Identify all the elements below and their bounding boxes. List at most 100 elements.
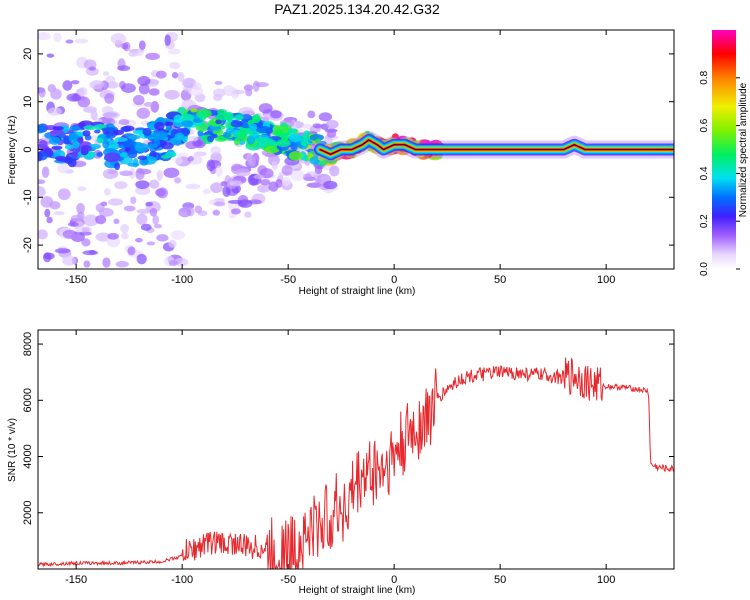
- spectrogram-blob: [174, 132, 185, 142]
- spectrogram-blob: [127, 150, 138, 159]
- spectrogram-blob: [44, 208, 51, 218]
- spectrogram-blob: [138, 83, 150, 95]
- spectrogram-blob: [167, 48, 181, 55]
- spectrogram-blob: [312, 123, 322, 129]
- spectrogram-blob: [170, 230, 186, 240]
- spectrogram-blob: [57, 162, 70, 174]
- spectrogram-blob: [142, 127, 152, 136]
- spectrogram-blob: [174, 156, 183, 165]
- spectrogram-blob: [81, 227, 90, 233]
- spectrogram-blob: [210, 146, 221, 155]
- spectrogram-y-ticks: -20 -10 0 10 20: [22, 48, 674, 253]
- spectrogram-blob: [255, 82, 269, 88]
- spectrogram-blob: [290, 142, 298, 152]
- spectrogram-blob: [202, 189, 211, 195]
- spectrogram-blob: [107, 232, 119, 240]
- spectrogram-blob: [234, 114, 244, 121]
- spectrogram-blob: [83, 260, 91, 268]
- spectrogram-blob: [130, 196, 137, 204]
- spectrogram-blob: [94, 129, 101, 134]
- spectrogram-blob: [125, 140, 137, 147]
- spectrogram-blob: [323, 180, 338, 190]
- spectrogram-blob: [38, 32, 51, 41]
- spectrogram-x-ticks: -150 -100 -50 0 50 100: [65, 30, 615, 286]
- spectrogram-blob: [135, 180, 150, 190]
- spectrogram-blob: [198, 111, 207, 121]
- spectrogram-blob: [81, 144, 92, 152]
- spectrogram-blob: [168, 260, 178, 267]
- spectrogram-blob: [229, 180, 243, 187]
- x-tick-label: 100: [597, 574, 615, 586]
- spectrogram-blob: [307, 110, 316, 119]
- y-tick-label: 6000: [22, 388, 34, 412]
- spectrogram-blob: [155, 70, 167, 79]
- spectrogram-blob: [314, 165, 323, 175]
- spectrogram-blob: [137, 75, 151, 86]
- colorbar-ticks: 0.0 0.2 0.4 0.6 0.8: [699, 70, 740, 276]
- spectrogram-blob: [173, 114, 184, 123]
- y-tick-label: 4000: [22, 444, 34, 468]
- spectrogram-blob: [108, 140, 118, 149]
- spectrogram-blob: [96, 137, 104, 144]
- spectrogram-blob: [152, 130, 168, 140]
- spectrogram-blob: [114, 162, 121, 171]
- spectrogram-blob: [43, 147, 52, 155]
- spectrogram-blob: [171, 72, 179, 79]
- spectrogram-blob: [120, 223, 130, 233]
- spectrogram-blob: [137, 155, 148, 161]
- spectrogram-blob: [62, 255, 76, 266]
- spectrogram-blob: [215, 119, 223, 125]
- spectrogram-blob: [101, 127, 116, 132]
- spectrogram-blob: [146, 241, 156, 246]
- spectrogram-blob: [145, 201, 153, 207]
- snr-series-line: [38, 357, 674, 569]
- spectrogram-blob: [287, 128, 298, 134]
- spectrogram-blob: [121, 83, 136, 93]
- spectrogram-heatmap: [38, 31, 674, 268]
- spectrogram-blob: [102, 112, 118, 118]
- x-tick-label: 0: [391, 574, 397, 586]
- spectrogram-blob: [260, 178, 271, 186]
- spectrogram-blob: [187, 156, 194, 162]
- spectrogram-blob: [147, 143, 158, 149]
- spectrogram-blob: [83, 214, 99, 227]
- spectrogram-blob: [114, 181, 128, 190]
- spectrogram-blob: [115, 260, 129, 268]
- x-tick-label: -150: [65, 574, 87, 586]
- spectrogram-blob: [220, 181, 228, 187]
- spectrogram-blob: [248, 123, 258, 132]
- spectrogram-blob: [69, 125, 83, 131]
- spectrogram-blob: [139, 158, 149, 166]
- spectrogram-blob: [118, 148, 127, 154]
- spectrogram-blob: [90, 110, 98, 121]
- snr-x-ticks: -150 -100 -50 0 50 100: [65, 330, 615, 586]
- spectrogram-blob: [164, 34, 171, 46]
- spectrogram-blob: [323, 158, 338, 164]
- spectrogram-blob: [290, 168, 305, 181]
- spectrogram-blob: [78, 87, 85, 97]
- spectrogram-blob: [255, 137, 271, 144]
- spectrogram-blob: [182, 77, 197, 89]
- spectrogram-blob: [100, 201, 108, 207]
- spectrogram-blob: [102, 139, 110, 149]
- spectrogram-blob: [252, 113, 261, 124]
- spectrogram-blob: [49, 129, 64, 135]
- spectrogram-blob: [236, 130, 247, 140]
- spectrogram-blob: [214, 80, 223, 85]
- spectrogram-blob: [119, 152, 129, 158]
- spectrogram-blob: [66, 93, 82, 102]
- spectrogram-blob: [65, 39, 74, 44]
- spectrogram-blob: [135, 237, 143, 243]
- spectrogram-blob: [213, 201, 226, 207]
- spectrogram-blob: [40, 196, 54, 208]
- colorbar-label: Normalized spectral amplitude: [738, 82, 749, 217]
- snr-y-ticks: 2000 4000 6000 8000: [22, 332, 674, 525]
- spectrogram-blob: [140, 223, 152, 231]
- spectrogram-blob: [38, 151, 43, 162]
- spectrogram-blob: [247, 155, 257, 167]
- spectrogram-blob: [197, 129, 204, 137]
- spectrogram-blob: [48, 136, 61, 145]
- spectrogram-blob: [257, 184, 271, 193]
